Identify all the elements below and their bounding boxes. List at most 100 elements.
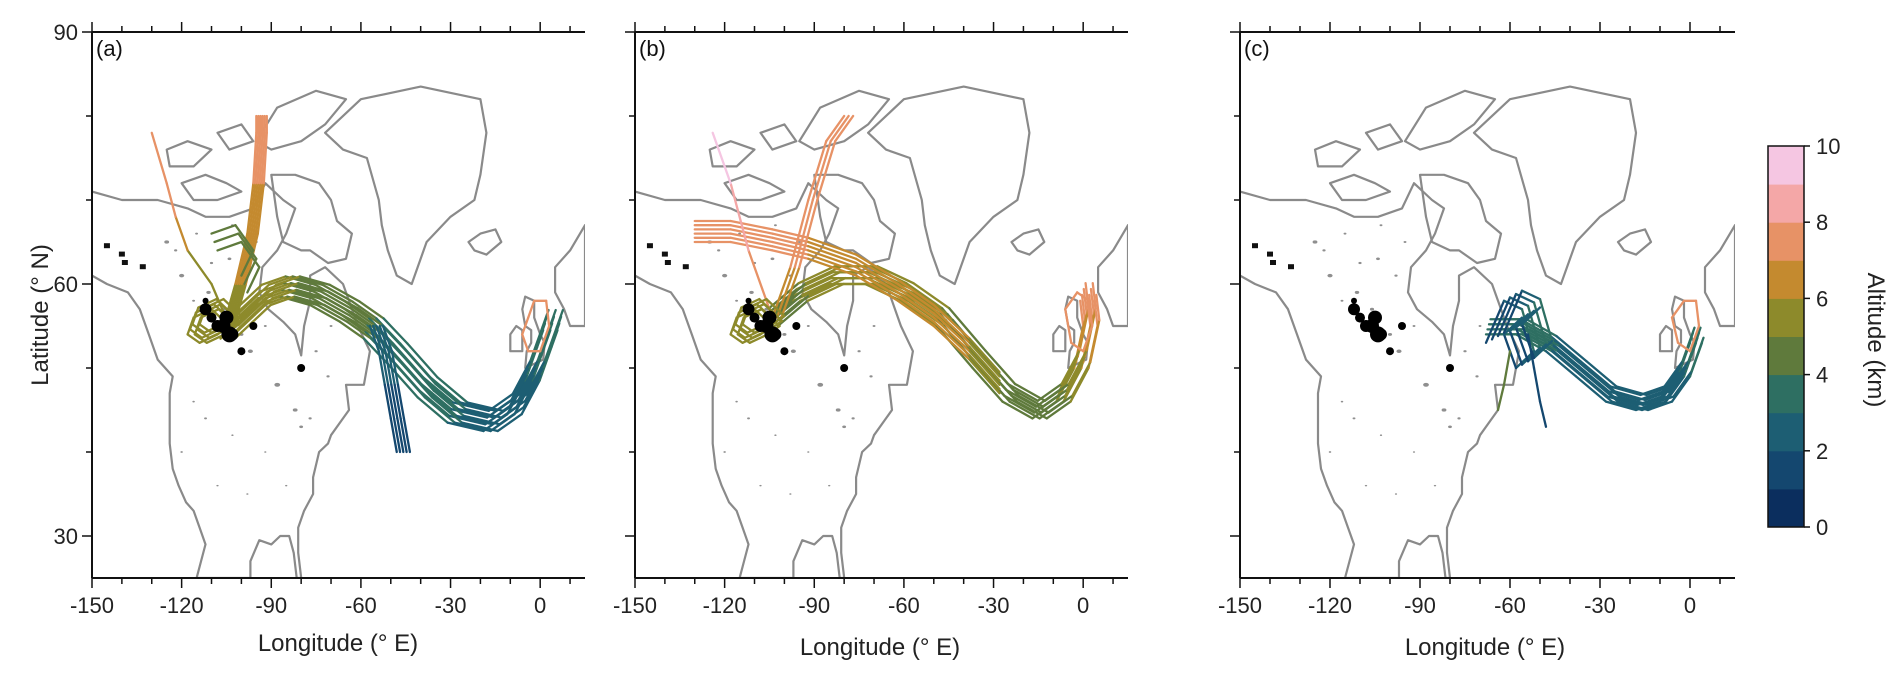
trajectory-segment	[854, 257, 900, 286]
trajectory-segment	[854, 270, 900, 298]
station-mark	[1252, 243, 1258, 249]
y-axis-title: Latitude (° N)	[27, 244, 54, 386]
trajectory-segment	[210, 224, 237, 235]
trajectory-segment	[899, 299, 938, 328]
coastline-outline	[708, 140, 756, 168]
trajectory-segment	[434, 382, 467, 411]
trajectory-segment	[254, 131, 260, 185]
trajectory-segment	[392, 417, 402, 454]
trajectory-segment	[984, 349, 1017, 386]
station-mark	[682, 264, 689, 270]
trajectory-segment	[807, 257, 858, 277]
trajectory-segment	[1550, 350, 1584, 378]
trajectory-segment	[262, 131, 268, 185]
lake-mark	[1441, 408, 1447, 412]
lake-mark	[274, 382, 281, 387]
trajectory-segment	[729, 219, 774, 231]
trajectory-segment	[1670, 299, 1686, 319]
x-tick-label: 0	[1684, 593, 1696, 618]
trajectory-segment	[765, 297, 786, 318]
lake-mark	[1423, 382, 1429, 387]
trajectory-segment	[317, 297, 351, 317]
trajectory-segment	[1610, 400, 1644, 412]
fire-source-point	[1368, 310, 1382, 325]
lake-mark	[817, 382, 824, 387]
trajectory-segment	[1065, 355, 1087, 391]
trajectory-segment	[1078, 307, 1090, 352]
trajectory-segment	[1502, 289, 1524, 334]
trajectory-segment	[240, 232, 255, 286]
colorbar-segment	[1768, 222, 1804, 261]
lake-mark	[828, 484, 831, 487]
trajectory-segment	[389, 417, 398, 454]
trajectory-segment	[543, 325, 559, 362]
trajectory-segment	[430, 396, 464, 424]
trajectory-segment	[932, 320, 971, 357]
trajectory-segment	[244, 303, 265, 323]
trajectory-segment	[854, 253, 900, 281]
lake-mark	[735, 299, 739, 302]
trajectory-segment	[968, 341, 1001, 378]
x-tick-label: -30	[435, 593, 467, 618]
axes: -150 -120 -90 -60 -30 0 90 60 30 (a)	[54, 20, 585, 618]
trajectory-segment	[522, 372, 543, 409]
trajectory-segment	[1615, 385, 1648, 397]
trajectory-segment	[896, 287, 935, 315]
trajectory-segment	[776, 299, 809, 328]
trajectory-segment	[387, 350, 396, 386]
trajectory-segment	[1082, 324, 1094, 353]
lake-mark	[807, 451, 810, 453]
lake-mark	[1340, 400, 1344, 403]
trajectory-segment	[384, 350, 393, 386]
map-area	[92, 85, 585, 578]
lake-mark	[209, 261, 214, 265]
trajectory-segment	[406, 342, 439, 379]
trajectory-segment	[1013, 382, 1047, 402]
trajectory-segment	[1082, 287, 1088, 316]
lake-mark	[1379, 434, 1383, 436]
x-axis-title-a: Longitude (° E)	[258, 630, 418, 657]
trajectory-segment	[429, 376, 462, 404]
trajectory-segment	[968, 337, 1001, 374]
trajectory-segment	[458, 401, 498, 412]
trajectory-segment	[1508, 313, 1530, 333]
trajectory-segment	[729, 182, 750, 252]
coastline-outline	[723, 173, 786, 202]
trajectory-segment	[402, 355, 435, 392]
trajectory-segment	[174, 215, 189, 252]
trajectory-segment	[516, 366, 538, 402]
lake-mark	[1340, 299, 1344, 302]
coastline-outline	[1364, 123, 1404, 151]
lake-mark	[174, 249, 178, 252]
trajectory-segment	[932, 303, 971, 340]
trajectory-segment	[234, 224, 255, 252]
trajectory-segment	[396, 383, 406, 420]
trajectory-segment	[520, 379, 541, 416]
station-mark	[664, 260, 671, 265]
trajectory-segment	[358, 300, 385, 320]
lake-mark	[770, 257, 775, 261]
lake-mark	[1394, 274, 1398, 277]
fire-source-point	[762, 310, 777, 325]
trajectory-segment	[1670, 316, 1680, 344]
trajectory-segment	[1526, 333, 1560, 353]
trajectory-segment	[968, 345, 1001, 382]
lake-mark	[774, 434, 777, 436]
trajectory-segment	[240, 240, 261, 269]
colorbar-segment	[1768, 336, 1804, 376]
trajectory-segment	[527, 299, 536, 319]
axes: -150 -120 -90 -60 -30 0 (b)	[613, 22, 1128, 618]
map-panel-b: -150 -120 -90 -60 -30 0 (b)	[613, 22, 1128, 618]
trajectory-segment	[1532, 301, 1548, 346]
coastline-outline	[180, 173, 243, 202]
fire-source-point	[219, 310, 234, 325]
trajectory-segment	[235, 313, 256, 334]
trajectory-segment	[1060, 349, 1081, 386]
coastline-outline	[813, 173, 896, 265]
trajectory-segment	[186, 249, 213, 286]
trajectory-segment	[274, 275, 302, 286]
fire-source-point	[226, 328, 239, 341]
trajectory-segment	[446, 421, 485, 433]
trajectory-segment	[256, 131, 262, 185]
trajectory-segment	[242, 283, 263, 303]
